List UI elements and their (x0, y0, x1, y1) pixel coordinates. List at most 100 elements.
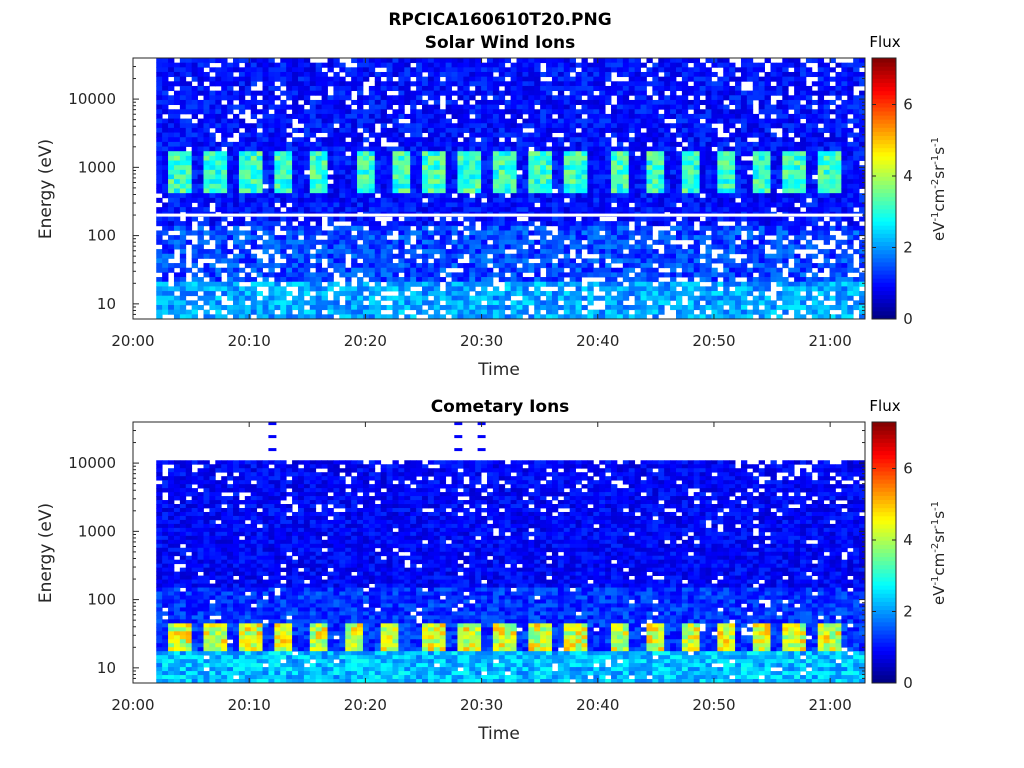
heatmap-cell (723, 263, 730, 269)
heatmap-cell (486, 160, 494, 166)
heatmap-cell (664, 104, 671, 110)
heatmap-cell (457, 165, 464, 171)
heatmap-cell (481, 160, 488, 166)
heatmap-cell (433, 300, 441, 306)
heatmap-cell (469, 137, 476, 143)
heatmap-cell (262, 225, 269, 231)
heatmap-cell (303, 193, 311, 199)
heatmap-cell (309, 193, 317, 199)
heatmap-cell (173, 95, 181, 101)
heatmap-cell (268, 146, 275, 152)
heatmap-cell (522, 67, 529, 73)
heatmap-cell (575, 160, 582, 166)
heatmap-cell (546, 118, 553, 124)
heatmap-cell (599, 295, 606, 301)
heatmap-cell (723, 179, 730, 185)
heatmap-cell (215, 309, 222, 315)
heatmap-cell (469, 155, 476, 161)
heatmap-cell (581, 179, 588, 185)
heatmap-cell (563, 58, 571, 64)
heatmap-cell (351, 179, 358, 185)
heatmap-cell (398, 90, 405, 96)
heatmap-cell (274, 179, 281, 185)
heatmap-cell (179, 281, 187, 287)
heatmap-cell (652, 141, 659, 147)
heatmap-cell (729, 272, 736, 278)
heatmap-cell (658, 193, 665, 199)
heatmap-cell (652, 258, 659, 264)
heatmap-cell (244, 132, 252, 138)
heatmap-cell (652, 183, 659, 189)
heatmap-cell (422, 225, 429, 231)
heatmap-cell (380, 253, 387, 259)
heatmap-cell (463, 207, 470, 213)
heatmap-cell (711, 225, 718, 231)
heatmap-cell (274, 104, 281, 110)
heatmap-cell (522, 151, 529, 157)
heatmap-cell (634, 99, 641, 106)
heatmap-cell (333, 155, 340, 161)
heatmap-cell (362, 244, 370, 250)
heatmap-cell (681, 95, 689, 101)
heatmap-cell (569, 188, 576, 194)
heatmap-cell (593, 155, 600, 161)
heatmap-cell (439, 81, 447, 87)
heatmap-cell (605, 71, 612, 78)
heatmap-cell (551, 165, 559, 171)
heatmap-cell (569, 95, 576, 101)
heatmap-cell (486, 151, 494, 157)
heatmap-cell (392, 202, 399, 208)
heatmap-cell (516, 141, 523, 147)
heatmap-cell (398, 291, 405, 297)
heatmap-cell (162, 165, 169, 171)
heatmap-cell (191, 76, 198, 82)
heatmap-cell (510, 300, 517, 306)
heatmap-cell (357, 123, 364, 129)
heatmap-cell (280, 81, 287, 87)
heatmap-cell (640, 155, 647, 161)
heatmap-cell (268, 188, 275, 194)
heatmap-cell (386, 207, 393, 213)
heatmap-cell (605, 263, 612, 269)
heatmap-cell (327, 109, 334, 115)
heatmap-cell (616, 216, 624, 222)
heatmap-cell (179, 132, 187, 138)
heatmap-cell (321, 127, 328, 133)
heatmap-cell (233, 76, 240, 82)
heatmap-cell (156, 230, 163, 236)
heatmap-cell (339, 99, 346, 106)
heatmap-cell (681, 249, 689, 255)
heatmap-cell (522, 99, 529, 106)
heatmap-cell (746, 183, 754, 189)
heatmap-cell (286, 258, 293, 264)
heatmap-cell (569, 127, 576, 133)
heatmap-cell (569, 123, 576, 129)
heatmap-cell (439, 109, 447, 115)
heatmap-cell (481, 169, 488, 175)
heatmap-cell (357, 235, 364, 241)
heatmap-cell (516, 225, 523, 231)
heatmap-cell (522, 169, 529, 175)
heatmap-cell (498, 202, 506, 208)
heatmap-cell (634, 202, 641, 208)
heatmap-cell (439, 291, 447, 297)
heatmap-cell (410, 305, 417, 311)
heatmap-cell (717, 109, 724, 115)
heatmap-cell (557, 263, 565, 269)
heatmap-cell (262, 216, 269, 222)
heatmap-cell (563, 258, 571, 264)
heatmap-cell (711, 281, 718, 287)
heatmap-cell (575, 202, 582, 208)
heatmap-cell (262, 118, 269, 124)
heatmap-cell (321, 76, 328, 82)
heatmap-cell (457, 90, 464, 96)
heatmap-cell (333, 207, 340, 213)
heatmap-cell (587, 141, 594, 147)
heatmap-cell (486, 244, 494, 250)
heatmap-cell (233, 81, 240, 87)
heatmap-cell (185, 132, 193, 138)
heatmap-cell (173, 90, 181, 96)
heatmap-cell (711, 207, 718, 213)
heatmap-cell (557, 230, 565, 236)
heatmap-cell (498, 207, 506, 213)
